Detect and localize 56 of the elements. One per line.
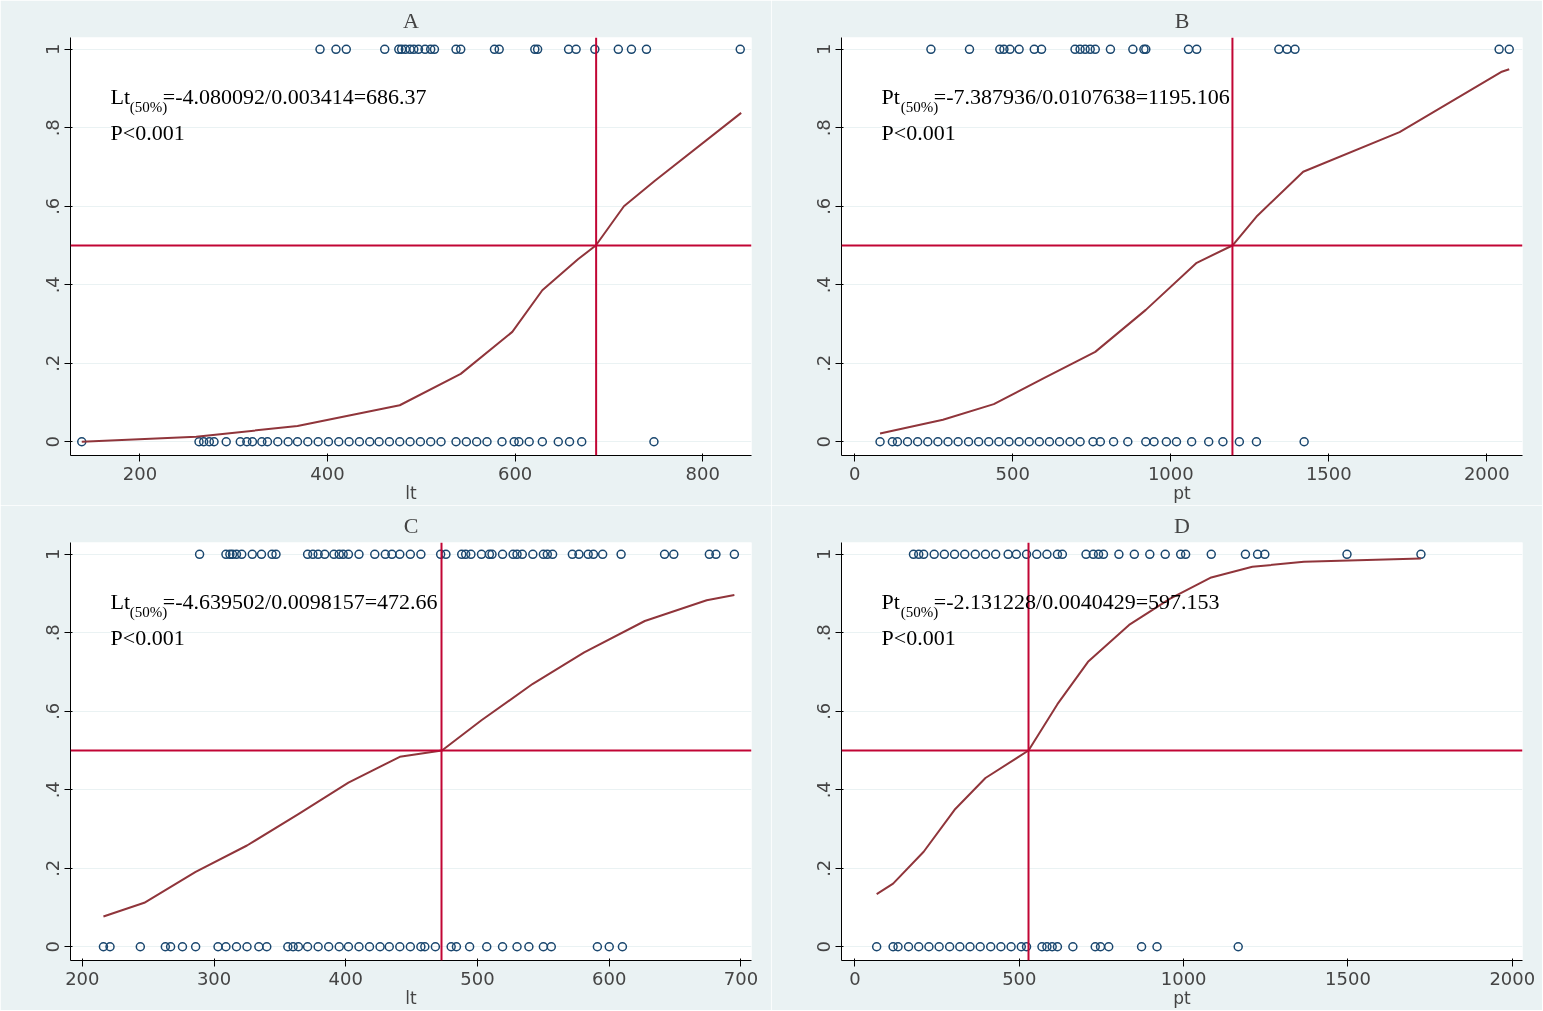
chart-title: D — [1174, 512, 1190, 538]
y-tick-label: 1 — [813, 43, 835, 55]
y-tick-label: .8 — [42, 624, 64, 642]
y-tick-label: .6 — [813, 702, 835, 720]
y-tick-label: .2 — [42, 354, 64, 372]
y-tick-label: .8 — [42, 119, 64, 137]
x-axis-title: lt — [405, 987, 418, 1008]
y-tick-label: .8 — [813, 624, 835, 642]
x-tick-label: 800 — [685, 462, 720, 484]
x-axis-title: lt — [405, 482, 418, 503]
annotation: P<0.001 — [881, 119, 956, 145]
x-tick-label: 400 — [328, 967, 363, 989]
y-tick-label: .4 — [813, 781, 835, 799]
y-tick-label: .4 — [42, 276, 64, 294]
chart-title: A — [403, 7, 420, 33]
annotation: P<0.001 — [110, 624, 185, 650]
x-tick-label: 2000 — [1463, 462, 1510, 484]
x-tick-label: 500 — [995, 462, 1030, 484]
y-tick-label: 1 — [813, 548, 835, 560]
y-tick-label: 0 — [813, 436, 835, 448]
x-tick-label: 600 — [497, 462, 533, 484]
y-tick-label: .6 — [813, 197, 835, 215]
y-tick-label: 1 — [42, 548, 64, 560]
x-axis-title: pt — [1173, 482, 1192, 503]
chart-title: B — [1174, 7, 1190, 33]
x-tick-label: 1000 — [1160, 967, 1207, 989]
x-tick-label: 500 — [1002, 967, 1037, 989]
x-tick-label: 2000 — [1489, 967, 1536, 989]
x-tick-label: 700 — [723, 967, 759, 989]
x-tick-label: 300 — [196, 967, 232, 989]
x-tick-label: 600 — [592, 967, 627, 989]
y-tick-label: 0 — [42, 436, 64, 448]
y-tick-label: .2 — [813, 859, 835, 877]
x-tick-label: 400 — [310, 462, 345, 484]
annotation: P<0.001 — [110, 119, 185, 145]
chart-title: C — [403, 512, 419, 538]
x-tick-label: 500 — [460, 967, 495, 989]
y-tick-label: .6 — [42, 197, 64, 215]
x-tick-label: 200 — [122, 462, 158, 484]
x-axis-title: pt — [1173, 987, 1192, 1008]
x-tick-label: 1500 — [1325, 967, 1371, 989]
y-tick-label: .4 — [813, 276, 835, 294]
x-tick-label: 0 — [849, 462, 861, 484]
y-tick-label: .2 — [813, 354, 835, 372]
x-tick-label: 200 — [65, 967, 100, 989]
y-tick-label: .8 — [813, 119, 835, 137]
annotation: P<0.001 — [881, 624, 956, 650]
x-tick-label: 0 — [849, 967, 861, 989]
y-tick-label: 0 — [42, 941, 64, 953]
y-tick-label: 0 — [813, 941, 835, 953]
x-tick-label: 1500 — [1305, 462, 1352, 484]
y-tick-label: 1 — [42, 43, 64, 55]
x-tick-label: 1000 — [1147, 462, 1194, 484]
y-tick-label: .2 — [42, 859, 64, 877]
y-tick-label: .6 — [42, 702, 64, 720]
y-tick-label: .4 — [42, 781, 64, 799]
